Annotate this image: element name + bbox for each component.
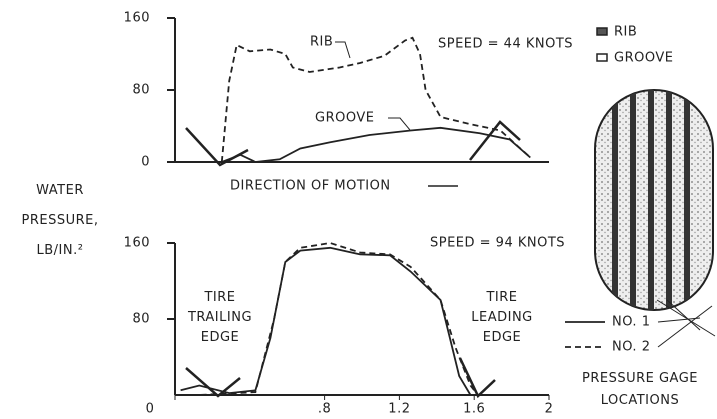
leader bbox=[657, 317, 701, 323]
y-axis-label: WATER PRESSURE, LB/IN.² bbox=[22, 183, 99, 258]
y-tick-label: 80 bbox=[132, 312, 150, 327]
leader bbox=[335, 41, 351, 59]
y-tick-label: 160 bbox=[124, 236, 150, 251]
data-line bbox=[180, 242, 479, 396]
x-tick-label: 0 bbox=[146, 402, 155, 417]
annotation: SPEED = 94 KNOTS bbox=[430, 236, 565, 251]
legend-symbol bbox=[596, 53, 608, 62]
annotation: SPEED = 44 KNOTS bbox=[438, 37, 573, 52]
curve-label: GROOVE bbox=[315, 111, 374, 126]
y-tick-label: 160 bbox=[124, 11, 150, 26]
x-tick-label: 2 bbox=[545, 402, 554, 417]
legend-label: RIB bbox=[614, 25, 637, 40]
y-tick-label: 0 bbox=[141, 155, 150, 170]
leader bbox=[657, 305, 713, 348]
curve-label: RIB bbox=[310, 35, 333, 50]
y-tick-label: 80 bbox=[132, 83, 150, 98]
tire-profiles bbox=[185, 120, 521, 399]
data-line bbox=[220, 36, 531, 163]
x-tick-label: 1.2 bbox=[388, 402, 410, 417]
legend-label: NO. 1 bbox=[612, 315, 650, 330]
legend-label: NO. 2 bbox=[612, 340, 650, 355]
leader bbox=[388, 117, 411, 131]
x-tick-label: 1.6 bbox=[463, 402, 485, 417]
data-line bbox=[180, 246, 472, 396]
data-line bbox=[221, 126, 531, 163]
annotation: TIRE LEADING EDGE bbox=[471, 290, 533, 345]
tire-drawing bbox=[594, 89, 716, 337]
legend-label: GROOVE bbox=[614, 51, 673, 66]
x-tick-label: .8 bbox=[318, 402, 331, 417]
legend-symbol bbox=[596, 27, 608, 36]
annotation: TIRE TRAILING EDGE bbox=[187, 290, 252, 345]
direction: DIRECTION OF MOTION bbox=[230, 179, 391, 194]
annotation: PRESSURE GAGE LOCATIONS bbox=[582, 371, 698, 408]
